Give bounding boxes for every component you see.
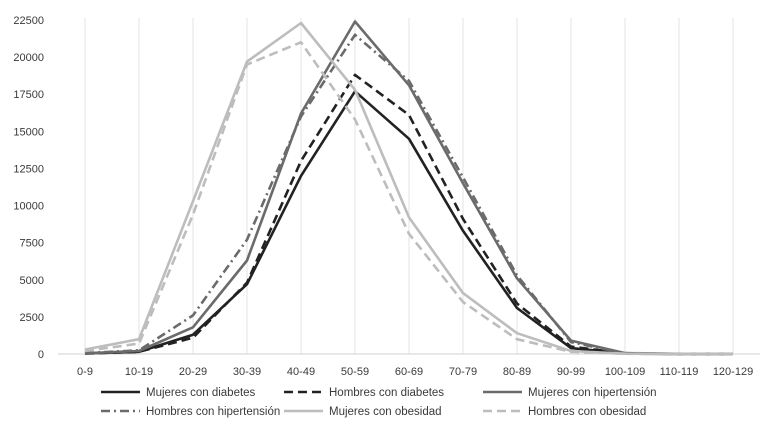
y-tick-label: 17500 — [13, 89, 44, 101]
legend-label-1: Hombres con diabetes — [329, 387, 444, 399]
x-tick-label: 110-119 — [660, 366, 699, 378]
gridlines — [84, 18, 734, 354]
x-tick-label: 40-49 — [287, 366, 315, 378]
x-tick-label: 70-79 — [449, 366, 477, 378]
legend-label-3: Hombres con hipertensión — [146, 406, 280, 418]
series-lines — [84, 20, 734, 356]
x-axis-tick-labels: 0-9 10-19 20-29 30-39 40-49 50-59 60-69 70-79 80… — [77, 366, 753, 378]
y-tick-label: 10000 — [13, 201, 44, 213]
legend-label-0: Mujeres con diabetes — [146, 387, 256, 399]
y-tick-label: 12500 — [13, 163, 44, 175]
x-tick-label: 30-39 — [233, 366, 261, 378]
x-tick-label: 80-89 — [503, 366, 531, 378]
x-tick-label: 90-99 — [557, 366, 585, 378]
y-tick-label: 5000 — [20, 275, 44, 287]
legend-label-2: Mujeres con hipertensión — [528, 387, 657, 399]
x-tick-label: 0-9 — [77, 366, 93, 378]
x-tick-label: 100-109 — [605, 366, 645, 378]
x-tick-label: 120-129 — [713, 366, 753, 378]
y-tick-label: 22500 — [13, 15, 44, 27]
y-axis-tick-labels: 0 2500 5000 7500 10000 12500 15000 17500 20000 22… — [13, 15, 44, 361]
y-tick-label: 20000 — [13, 52, 44, 64]
legend: Mujeres con diabetes Hombres con diabetes… — [101, 387, 657, 418]
legend-label-5: Hombres con obesidad — [528, 406, 646, 418]
x-tick-label: 50-59 — [341, 366, 369, 378]
y-tick-label: 0 — [38, 349, 44, 361]
series-line-4 — [84, 21, 734, 356]
y-tick-label: 15000 — [13, 126, 44, 138]
x-tick-label: 10-19 — [125, 366, 153, 378]
y-tick-label: 7500 — [20, 238, 44, 250]
x-tick-label: 60-69 — [395, 366, 423, 378]
series-line-5 — [84, 40, 734, 356]
y-tick-label: 2500 — [20, 312, 44, 324]
x-tick-label: 20-29 — [179, 366, 207, 378]
legend-label-4: Mujeres con obesidad — [329, 406, 442, 418]
